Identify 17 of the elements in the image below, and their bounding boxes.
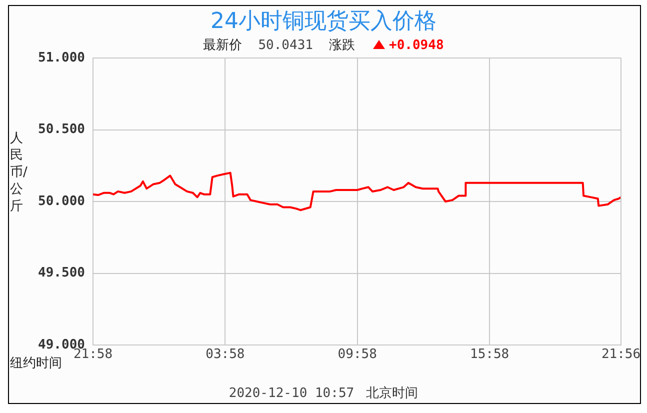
x-tick-label: 03:58: [206, 347, 245, 362]
text: 涨跌: [329, 38, 355, 53]
text: 最新价: [203, 38, 242, 53]
text: 50.0431: [258, 38, 313, 53]
text: 2020-12-10 10:57: [228, 386, 354, 401]
y-tick-label: 50.500: [38, 122, 86, 138]
x-tick-label: 15:58: [470, 347, 510, 362]
text: 北京时间: [366, 386, 418, 401]
y-tick-label: 50.000: [38, 194, 86, 209]
text: 纽约时间: [10, 355, 62, 372]
x-tick-label: 09:58: [338, 347, 377, 362]
y-axis-title: 人民币/公斤: [10, 130, 28, 215]
text: +0.0948: [389, 38, 444, 53]
chart-title: 24小时铜现货买入价格: [210, 8, 438, 36]
y-tick-label: 49.500: [38, 266, 86, 281]
y-tick-label: 51.000: [38, 50, 86, 66]
x-tick-label: 21:56: [601, 347, 641, 362]
